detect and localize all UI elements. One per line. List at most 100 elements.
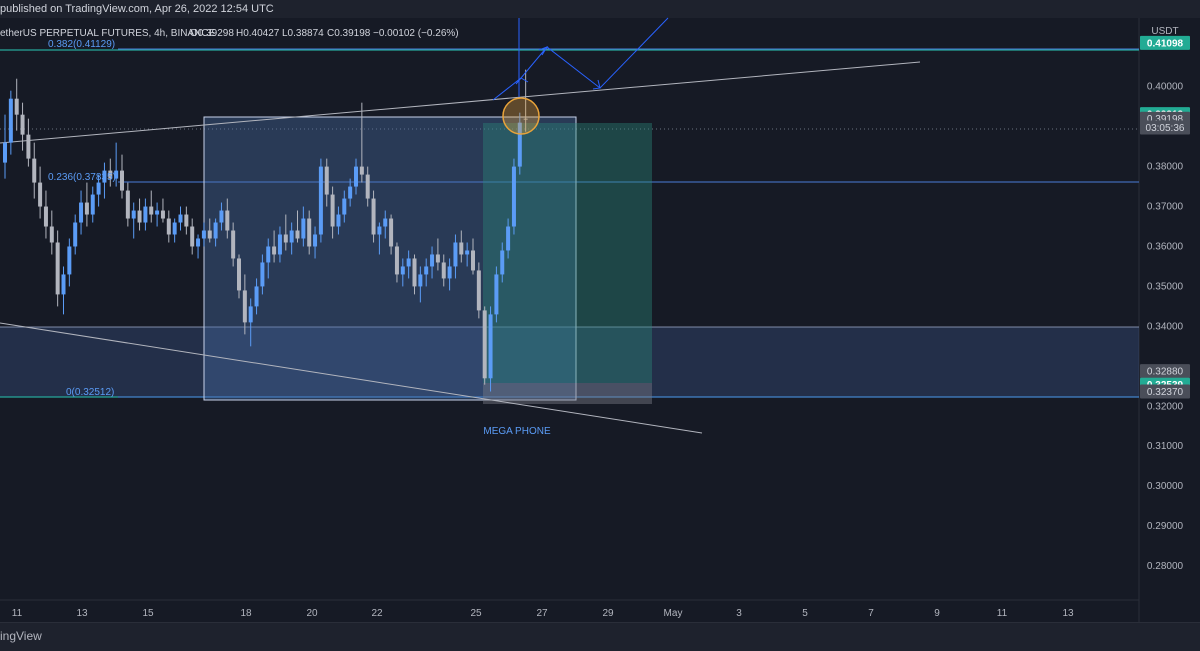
candle-body: [79, 202, 84, 223]
candle-body: [131, 210, 136, 219]
candle-body: [108, 170, 113, 179]
y-tick-label: 0.29000: [1147, 521, 1184, 532]
candle-body: [418, 274, 423, 287]
target-zone: [483, 123, 652, 383]
candle-body: [435, 254, 440, 263]
candle-body: [471, 250, 475, 271]
candle-body: [424, 266, 429, 275]
candle-body: [272, 246, 277, 255]
ohlc-low: L0.38874: [282, 28, 324, 39]
candle-body: [482, 310, 487, 379]
candle-body: [61, 274, 66, 295]
x-tick-label: 9: [934, 608, 940, 619]
candle-body: [149, 206, 154, 215]
x-tick-label: 25: [470, 608, 482, 619]
candle-body: [225, 210, 230, 231]
y-tick-label: 0.32000: [1147, 401, 1184, 412]
candle-body: [476, 270, 481, 311]
y-tick-label: 0.28000: [1147, 561, 1184, 572]
candle-body: [517, 122, 522, 167]
x-tick-label: 29: [602, 608, 614, 619]
candle-body: [324, 166, 329, 195]
price-tag-box: [1140, 120, 1190, 135]
candle-body: [254, 286, 259, 307]
candle-body: [283, 234, 288, 243]
y-tick-label: 0.40000: [1147, 82, 1184, 93]
x-tick-label: 20: [306, 608, 318, 619]
chart-labels: etherUS PERPETUAL FUTURES, 4h, BINANCE O…: [0, 26, 1179, 437]
candle-body: [184, 214, 189, 227]
candle-body: [348, 186, 353, 199]
candle-body: [38, 182, 43, 207]
x-tick-label: 13: [1062, 608, 1074, 619]
candle-body: [14, 98, 19, 115]
y-tick-label: 0.34000: [1147, 321, 1184, 332]
candle-body: [371, 198, 376, 235]
lower-trendline: [0, 322, 703, 434]
candle-body: [511, 166, 516, 227]
candle-body: [120, 170, 124, 191]
candle-body: [453, 242, 458, 267]
price-axis[interactable]: 0.40000 0.38000 0.37000 0.36000 0.35000 0.340…: [1147, 82, 1184, 572]
symbol-name: etherUS PERPETUAL FUTURES, 4h, BINANCE: [0, 28, 216, 39]
candle-body: [494, 274, 499, 315]
projection-arrow-3: [515, 77, 529, 85]
candle-body: [137, 210, 142, 223]
candle-body: [301, 218, 306, 239]
candle-body: [73, 222, 78, 247]
price-tag-box: [1140, 35, 1190, 50]
candle-body: [260, 262, 265, 287]
candle-body: [400, 266, 405, 275]
candle-body: [359, 166, 364, 175]
y-tick-label: 0.38000: [1147, 162, 1184, 173]
candle-body: [160, 210, 165, 219]
x-tick-label: 15: [142, 608, 154, 619]
projection-arrow-1: [538, 46, 549, 56]
footer-bar: ingView: [0, 622, 1200, 651]
x-tick-label: 27: [536, 608, 548, 619]
upper-trendline: [0, 61, 921, 144]
ohlc-open: O0.39298: [190, 28, 234, 39]
candle-body: [242, 290, 247, 323]
candle-body: [289, 230, 294, 243]
candle-body: [354, 166, 358, 187]
price-tag-box: [1140, 364, 1190, 379]
ohlc-close: C0.39198: [327, 28, 371, 39]
candle-body: [389, 218, 394, 247]
candle-body: [43, 206, 48, 227]
candle-body: [523, 118, 528, 120]
stop-zone: [483, 383, 652, 404]
candle-body: [155, 210, 160, 215]
candle-body: [49, 226, 54, 243]
candle-body: [90, 194, 95, 215]
price-tag-label: 0.32880: [1147, 367, 1184, 378]
highlight-circle: [502, 97, 540, 135]
candle-body: [207, 230, 212, 239]
x-tick-label: 7: [868, 608, 874, 619]
time-axis[interactable]: 11 13 15 18 20 22 25 27 29 May 3 5 7 9 11 13: [12, 608, 1074, 619]
mega-phone-label: MEGA PHONE: [483, 426, 551, 437]
candle-body: [441, 262, 446, 279]
candle-body: [172, 222, 177, 235]
candle-body: [67, 246, 72, 275]
currency-label: USDT: [1151, 26, 1178, 37]
candle-body: [342, 198, 347, 215]
candle-body: [3, 142, 7, 163]
candle-body: [178, 214, 183, 223]
candle-body: [459, 242, 464, 255]
candle-body: [248, 306, 253, 323]
price-tag-label: 03:05:36: [1146, 123, 1185, 134]
ohlc-change: −0.00102 (−0.26%): [373, 28, 459, 39]
candle-body: [8, 98, 13, 143]
published-text: published on TradingView.com, Apr 26, 20…: [0, 3, 274, 15]
candle-body: [313, 234, 318, 247]
x-tick-label: 5: [802, 608, 808, 619]
tradingview-brand: ingView: [0, 629, 42, 643]
support-zone: [0, 327, 1139, 397]
candle-body: [412, 258, 417, 287]
candle-body: [84, 202, 89, 215]
x-tick-label: 22: [371, 608, 383, 619]
price-chart[interactable]: etherUS PERPETUAL FUTURES, 4h, BINANCE O…: [0, 0, 1200, 622]
candle-body: [330, 194, 335, 227]
candle-body: [20, 114, 25, 135]
